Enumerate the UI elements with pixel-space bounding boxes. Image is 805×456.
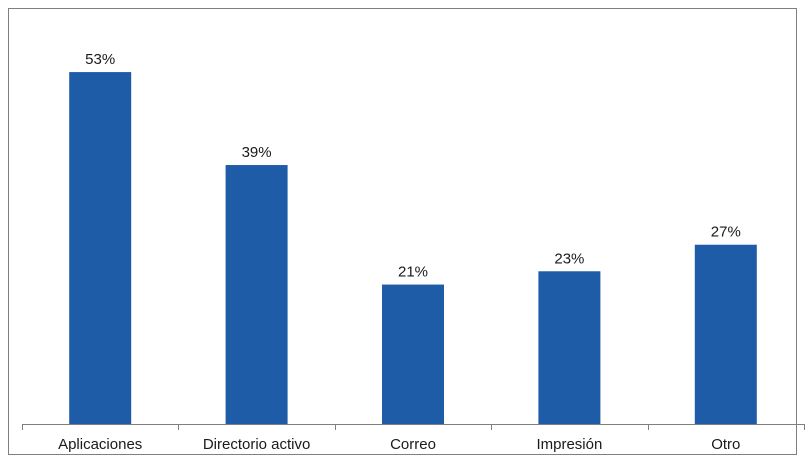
x-tick-label: Otro — [711, 436, 740, 453]
x-axis — [22, 424, 805, 430]
bar-aplicaciones — [69, 72, 132, 424]
bar-correo — [382, 284, 444, 424]
x-tick-label: Correo — [390, 436, 436, 453]
bar-impresión — [538, 271, 601, 424]
chart-frame — [8, 8, 797, 455]
bar-otro — [694, 244, 757, 424]
bar-directorio-activo — [225, 165, 288, 425]
data-label: 21% — [398, 264, 428, 281]
labels-group: 53% Aplicaciones 39% Directorio activo 21% Co… — [58, 51, 741, 453]
x-tick-label: Impresión — [536, 436, 602, 453]
data-label: 39% — [242, 144, 272, 161]
bars-group — [69, 72, 757, 425]
data-label: 53% — [85, 51, 115, 68]
x-tick-label: Directorio activo — [203, 436, 311, 453]
data-label: 23% — [554, 250, 584, 267]
x-tick-label: Aplicaciones — [58, 436, 142, 453]
data-label: 27% — [711, 224, 741, 241]
